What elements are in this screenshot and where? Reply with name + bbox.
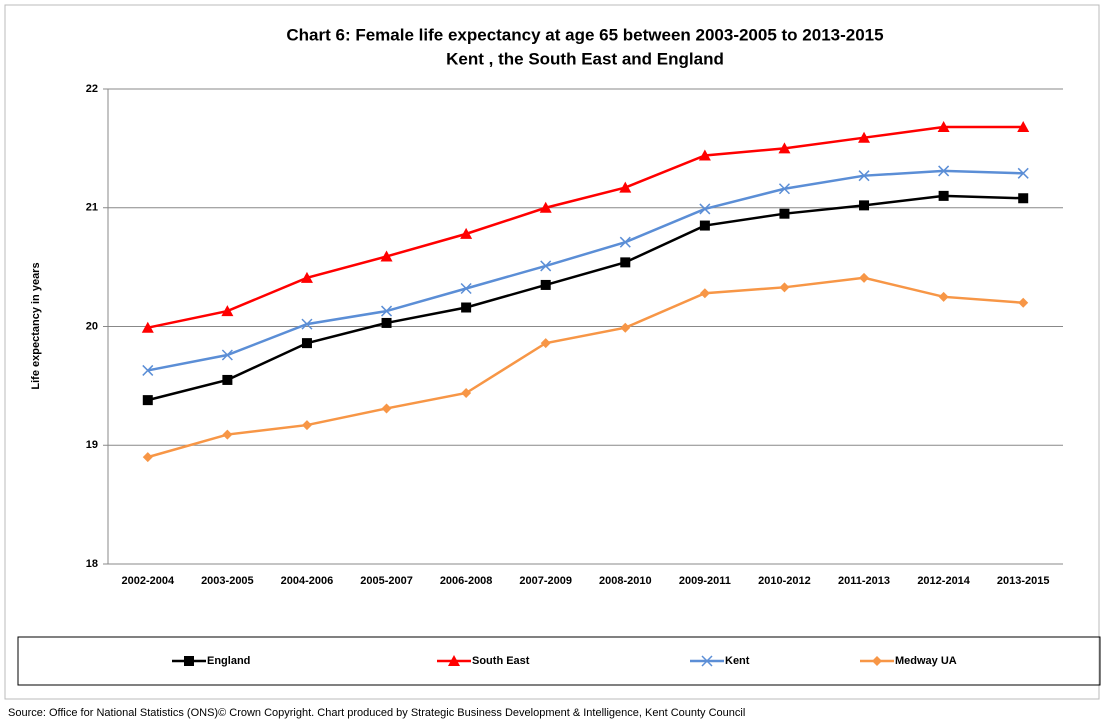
data-point: [381, 317, 392, 328]
data-point: [938, 165, 950, 177]
data-point: [858, 131, 871, 143]
data-point: [142, 452, 153, 463]
y-axis-label: Life expectancy in years: [30, 262, 42, 389]
y-tick-label: 18: [86, 558, 98, 570]
data-point: [301, 338, 312, 349]
data-point: [859, 200, 870, 211]
legend-label: Kent: [725, 655, 750, 667]
data-point: [779, 282, 790, 293]
data-point: [619, 181, 632, 193]
x-tick-label: 2004-2006: [281, 575, 334, 587]
x-tick-label: 2007-2009: [519, 575, 572, 587]
data-point: [461, 302, 472, 313]
data-point: [1017, 121, 1030, 132]
data-point: [858, 170, 870, 182]
data-point: [619, 236, 631, 248]
data-point: [460, 282, 472, 295]
data-point: [699, 220, 710, 231]
data-point: [381, 403, 392, 414]
data-point: [460, 227, 473, 239]
x-tick-label: 2009-2011: [679, 575, 731, 587]
data-point: [620, 257, 631, 268]
source-note: Source: Office for National Statistics (…: [8, 707, 745, 719]
data-point: [698, 149, 711, 161]
x-tick-label: 2006-2008: [440, 575, 493, 587]
data-point: [859, 272, 870, 283]
data-point: [301, 318, 313, 330]
series-line: [147, 169, 1024, 372]
legend-label: South East: [472, 655, 530, 667]
data-point: [461, 388, 472, 398]
y-tick-label: 21: [86, 202, 98, 214]
data-point: [937, 121, 950, 132]
data-point: [778, 142, 791, 154]
x-tick-label: 2005-2007: [360, 575, 413, 587]
data-point: [222, 429, 233, 440]
data-point: [540, 279, 551, 290]
legend-marker: [448, 655, 460, 666]
y-tick-label: 22: [86, 83, 98, 95]
data-point: [381, 305, 393, 317]
data-point: [300, 271, 313, 283]
data-point: [222, 374, 233, 385]
data-point: [1018, 193, 1029, 204]
chart-subtitle: Kent , the South East and England: [446, 49, 724, 68]
data-point: [221, 305, 234, 317]
chart-frame: [4, 4, 1100, 700]
data-point: [699, 288, 710, 299]
legend-box: [17, 636, 1101, 686]
data-point: [699, 203, 711, 215]
data-point: [540, 260, 552, 272]
data-point: [779, 208, 790, 219]
legend-marker: [701, 655, 713, 667]
x-tick-label: 2012-2014: [917, 575, 970, 587]
legend-marker: [872, 656, 882, 666]
x-tick-label: 2003-2005: [201, 575, 254, 587]
data-point: [141, 321, 154, 333]
y-tick-label: 19: [86, 439, 98, 451]
data-point: [1017, 167, 1029, 179]
y-tick-label: 20: [86, 320, 98, 332]
data-point: [142, 364, 154, 376]
data-point: [380, 250, 393, 262]
data-point: [221, 349, 233, 361]
data-point: [540, 338, 551, 349]
series-line: [147, 276, 1024, 459]
x-tick-label: 2011-2013: [838, 575, 890, 587]
legend-marker: [184, 656, 194, 666]
legend-label: England: [207, 655, 250, 667]
data-point: [620, 322, 631, 333]
data-point: [938, 190, 949, 201]
data-point: [938, 291, 949, 302]
legend-label: Medway UA: [895, 655, 957, 667]
data-point: [778, 183, 790, 195]
data-point: [301, 420, 312, 431]
chart-title: Chart 6: Female life expectancy at age 6…: [286, 25, 883, 44]
x-tick-label: 2013-2015: [997, 575, 1050, 587]
data-point: [1018, 297, 1029, 308]
data-point: [142, 395, 153, 406]
x-tick-label: 2010-2012: [758, 575, 811, 587]
data-point: [539, 201, 552, 213]
x-tick-label: 2008-2010: [599, 575, 652, 587]
series-line: [147, 125, 1024, 329]
series-line: [147, 194, 1024, 402]
x-tick-label: 2002-2004: [121, 575, 174, 587]
